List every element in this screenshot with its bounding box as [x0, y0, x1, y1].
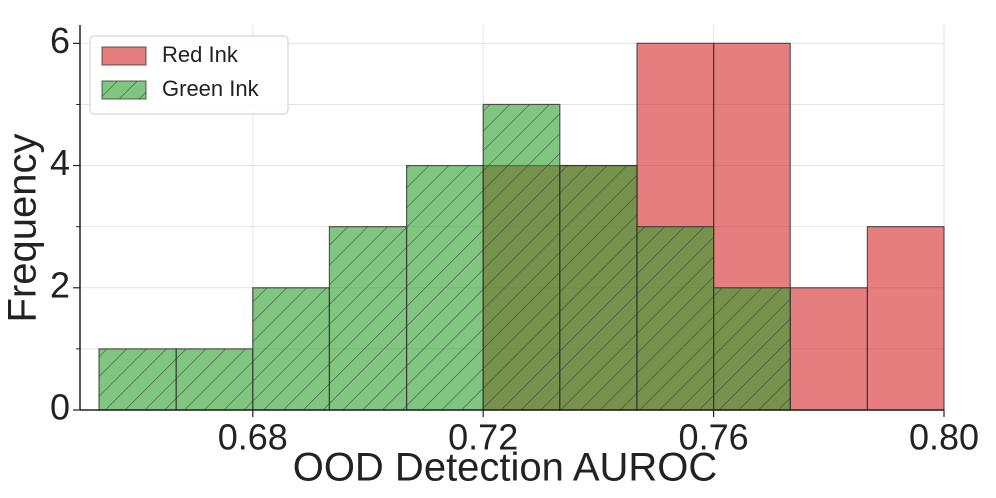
x-axis-label: OOD Detection AUROC	[293, 446, 718, 490]
hatch-overlay	[99, 348, 177, 410]
hatch-overlay	[406, 165, 484, 410]
x-tick-label: 0.80	[909, 417, 979, 458]
histogram-bar	[866, 226, 945, 411]
bars	[98, 42, 945, 411]
hatch-overlay	[483, 104, 560, 410]
legend-hatch	[102, 81, 146, 99]
y-tick-label: 4	[50, 142, 70, 183]
y-tick-label: 2	[50, 264, 70, 305]
y-axis-label: Frequency	[1, 134, 45, 323]
y-tick-label: 0	[50, 387, 70, 428]
hatch-overlay	[559, 165, 637, 410]
hatch-overlay	[636, 226, 714, 410]
legend-label: Green Ink	[162, 76, 260, 101]
x-tick-label: 0.68	[218, 417, 288, 458]
legend-label: Red Ink	[162, 42, 239, 67]
hatch-overlay	[252, 287, 330, 410]
y-tick-label: 6	[50, 20, 70, 61]
legend: Red Ink Green Ink	[89, 35, 289, 115]
legend-swatch	[101, 46, 147, 66]
x-tick-label: 0.72	[448, 417, 518, 458]
hatch-overlay	[329, 226, 407, 410]
hatch-overlay	[713, 287, 791, 410]
hatch-overlay	[176, 348, 253, 410]
x-tick-label: 0.76	[679, 417, 749, 458]
histogram-bar	[789, 287, 868, 411]
axes: 0 2 4 6 0.68 0.72 0.76 0.80	[50, 20, 979, 458]
